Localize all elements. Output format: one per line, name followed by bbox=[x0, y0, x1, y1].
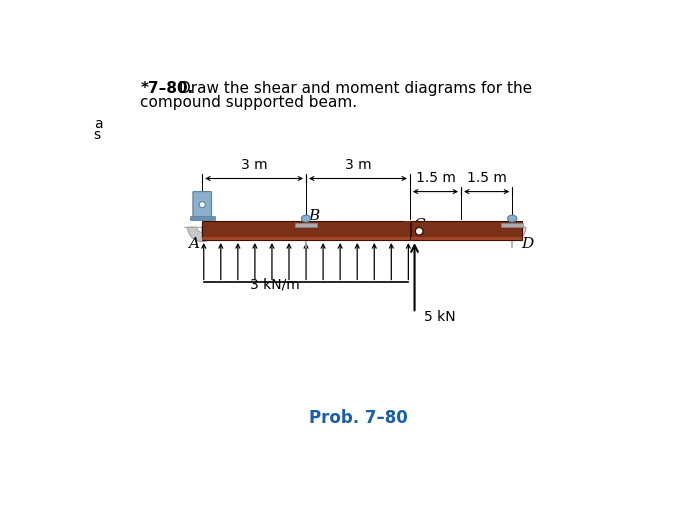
Circle shape bbox=[199, 202, 205, 208]
Bar bbox=[412, 237, 522, 240]
Text: s: s bbox=[94, 129, 101, 142]
Text: C: C bbox=[413, 218, 425, 232]
Text: *7–80.: *7–80. bbox=[140, 81, 193, 96]
Text: 3 kN/m: 3 kN/m bbox=[250, 278, 300, 292]
Bar bbox=[202, 221, 410, 240]
Wedge shape bbox=[498, 227, 526, 241]
Text: a: a bbox=[94, 117, 102, 131]
Ellipse shape bbox=[508, 215, 517, 222]
Bar bbox=[190, 216, 215, 220]
Wedge shape bbox=[188, 227, 217, 242]
Text: Prob. 7–80: Prob. 7–80 bbox=[309, 409, 408, 427]
Text: A: A bbox=[188, 237, 199, 251]
Bar bbox=[295, 223, 317, 227]
Text: Draw the shear and moment diagrams for the: Draw the shear and moment diagrams for t… bbox=[179, 81, 532, 96]
Text: compound supported beam.: compound supported beam. bbox=[140, 94, 357, 110]
Bar bbox=[202, 237, 410, 240]
FancyBboxPatch shape bbox=[193, 192, 211, 220]
Ellipse shape bbox=[302, 215, 311, 222]
Text: D: D bbox=[522, 237, 533, 251]
Text: 5 kN: 5 kN bbox=[424, 310, 456, 324]
Text: 1.5 m: 1.5 m bbox=[467, 171, 507, 185]
Text: 1.5 m: 1.5 m bbox=[416, 171, 456, 185]
Circle shape bbox=[415, 227, 423, 235]
Bar bbox=[501, 223, 523, 227]
Text: B: B bbox=[309, 208, 320, 223]
Bar bbox=[404, 221, 410, 237]
Wedge shape bbox=[292, 227, 320, 241]
Text: 3 m: 3 m bbox=[241, 158, 267, 172]
Bar bbox=[412, 221, 522, 240]
Text: 3 m: 3 m bbox=[344, 158, 371, 172]
